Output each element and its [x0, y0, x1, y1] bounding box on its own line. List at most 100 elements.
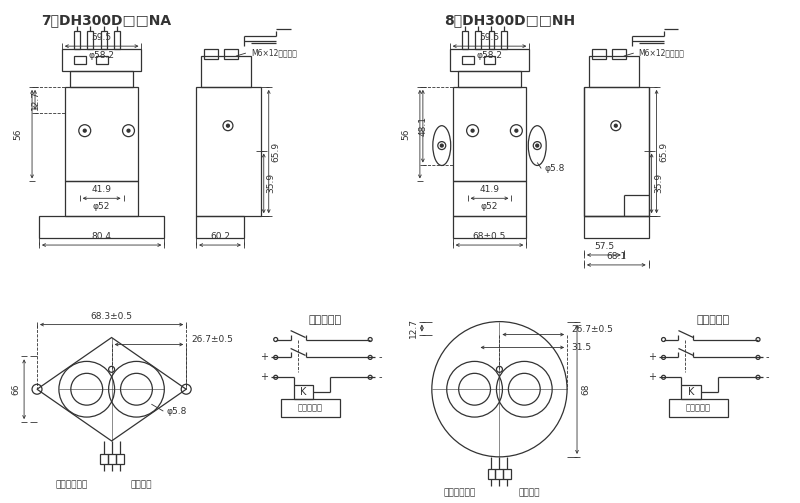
Text: 57.5: 57.5: [594, 242, 614, 251]
Text: 26.7±0.5: 26.7±0.5: [571, 325, 613, 334]
Bar: [70, 71, 134, 87]
Bar: [495, 469, 503, 479]
Bar: [101, 31, 106, 49]
Bar: [458, 71, 522, 87]
Circle shape: [471, 129, 474, 132]
Bar: [224, 49, 238, 59]
Text: 68.3±0.5: 68.3±0.5: [90, 312, 133, 320]
Text: φ5.8: φ5.8: [544, 164, 565, 173]
Bar: [584, 216, 649, 238]
Text: 68.1: 68.1: [606, 252, 626, 261]
Text: 59.5: 59.5: [91, 33, 112, 42]
Bar: [196, 216, 244, 238]
Text: +: +: [260, 372, 268, 382]
Text: 65.9: 65.9: [659, 141, 669, 161]
Text: 41.9: 41.9: [479, 185, 499, 194]
Bar: [65, 87, 138, 182]
Text: 26.7±0.5: 26.7±0.5: [191, 335, 233, 344]
Text: 66: 66: [11, 383, 20, 395]
Text: 68: 68: [581, 383, 590, 395]
Text: 线圈导线: 线圈导线: [518, 489, 540, 497]
Text: 59.5: 59.5: [479, 33, 499, 42]
Text: +: +: [260, 353, 268, 363]
Text: 辅助开关导线: 辅助开关导线: [56, 481, 88, 490]
Text: 12.7: 12.7: [31, 90, 40, 110]
Text: 线圈导线: 线圈导线: [130, 481, 152, 490]
Text: 35.9: 35.9: [654, 174, 663, 194]
Bar: [450, 49, 530, 71]
Text: -: -: [378, 353, 382, 363]
Text: K: K: [300, 387, 306, 397]
Text: 80.4: 80.4: [92, 232, 112, 241]
Text: 31.5: 31.5: [571, 343, 591, 352]
Bar: [503, 469, 511, 479]
Bar: [462, 56, 474, 64]
Text: 48.1: 48.1: [419, 116, 428, 136]
Circle shape: [536, 144, 538, 147]
Bar: [201, 56, 251, 87]
Text: 8、DH300D□□NH: 8、DH300D□□NH: [444, 13, 575, 27]
Text: M6×12六角螺栓: M6×12六角螺栓: [251, 49, 297, 58]
Bar: [612, 49, 626, 59]
Text: 7、DH300D□□NA: 7、DH300D□□NA: [42, 13, 172, 27]
Bar: [39, 216, 164, 238]
Circle shape: [440, 144, 443, 147]
Bar: [281, 399, 340, 417]
Bar: [108, 454, 115, 464]
Bar: [453, 87, 526, 182]
Text: 56: 56: [13, 128, 22, 140]
Bar: [96, 56, 108, 64]
Text: φ52: φ52: [481, 202, 498, 211]
Circle shape: [83, 129, 86, 132]
Text: φ5.8: φ5.8: [166, 406, 186, 415]
Circle shape: [614, 124, 618, 127]
Text: 节能调节器: 节能调节器: [686, 403, 711, 412]
Text: +: +: [647, 372, 655, 382]
Text: 56: 56: [401, 128, 410, 140]
Text: 节能调节器: 节能调节器: [298, 403, 323, 412]
Text: +: +: [647, 353, 655, 363]
Text: 12.7: 12.7: [409, 318, 418, 338]
Bar: [74, 56, 86, 64]
Text: 41.9: 41.9: [92, 185, 112, 194]
Bar: [487, 469, 495, 479]
Text: φ58.2: φ58.2: [477, 51, 502, 60]
Text: φ58.2: φ58.2: [89, 51, 114, 60]
Bar: [483, 56, 495, 64]
Bar: [682, 385, 702, 399]
Bar: [453, 216, 526, 238]
Bar: [196, 87, 261, 216]
Bar: [204, 49, 218, 59]
Bar: [65, 182, 138, 216]
Text: 60.2: 60.2: [210, 232, 230, 241]
Circle shape: [226, 124, 230, 127]
Bar: [114, 31, 119, 49]
Text: 65.9: 65.9: [272, 141, 281, 161]
Text: -: -: [766, 372, 770, 382]
Bar: [74, 31, 80, 49]
Text: φ52: φ52: [93, 202, 110, 211]
Text: 68±0.5: 68±0.5: [473, 232, 506, 241]
Bar: [474, 31, 481, 49]
Text: M6×12六角螺栓: M6×12六角螺栓: [638, 49, 685, 58]
Bar: [294, 385, 314, 399]
Bar: [584, 87, 649, 216]
Text: K: K: [688, 387, 694, 397]
Circle shape: [127, 129, 130, 132]
Text: -: -: [378, 372, 382, 382]
Bar: [115, 454, 123, 464]
Bar: [62, 49, 142, 71]
Text: 辅助开关导线: 辅助开关导线: [443, 489, 476, 497]
Text: -: -: [766, 353, 770, 363]
Circle shape: [515, 129, 518, 132]
Bar: [86, 31, 93, 49]
Bar: [489, 31, 494, 49]
Text: 电路原理图: 电路原理图: [697, 315, 730, 324]
Bar: [453, 182, 526, 216]
Bar: [502, 31, 507, 49]
Bar: [462, 31, 468, 49]
Bar: [100, 454, 108, 464]
Bar: [592, 49, 606, 59]
Text: 35.9: 35.9: [266, 174, 276, 194]
Bar: [589, 56, 638, 87]
